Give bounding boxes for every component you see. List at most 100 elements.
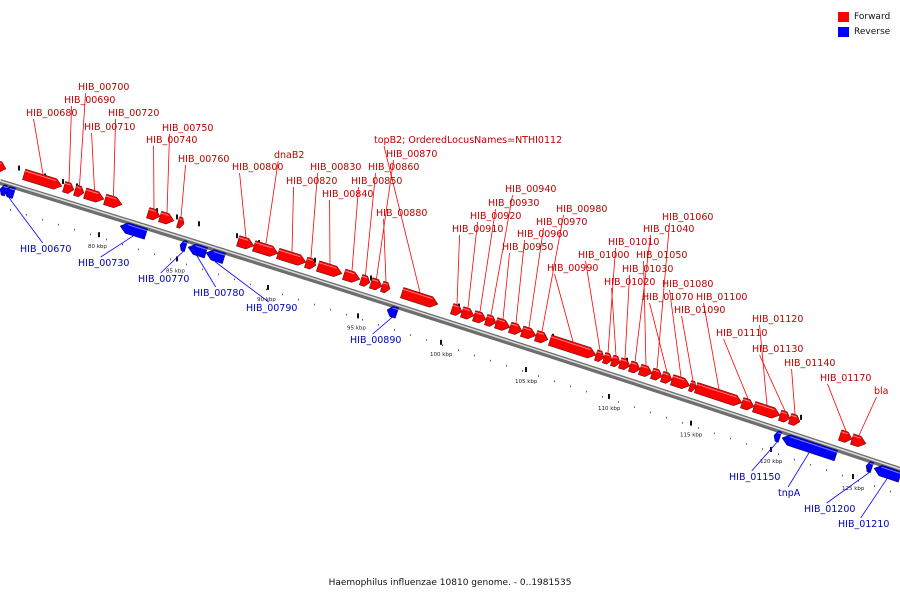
genome-backbone <box>0 179 900 473</box>
gene-arrow-highlight <box>604 353 610 357</box>
gene-label-forward: HIB_01140 <box>784 358 835 369</box>
gene-leader-forward <box>611 287 617 356</box>
major-tick <box>440 339 442 345</box>
gene-arrow-forward <box>472 310 487 324</box>
minor-tick <box>154 253 155 256</box>
forward-label: Forward <box>854 11 891 22</box>
gene-arrow-highlight <box>754 402 775 411</box>
major-tick <box>357 313 359 319</box>
gene-leader-forward <box>351 186 359 271</box>
minor-tick <box>378 324 379 326</box>
gene-leader-forward <box>791 368 796 415</box>
gene-leader-forward <box>310 172 318 258</box>
gene-leader-reverse <box>196 255 217 288</box>
minor-tick <box>426 339 427 341</box>
minor-tick <box>90 233 91 236</box>
scale-label: 120 kbp <box>760 459 783 465</box>
gene-label-forward: HIB_00960 <box>517 229 568 240</box>
gene-leader-forward <box>643 260 647 366</box>
gene-arrow-forward <box>103 193 123 209</box>
gene-arrow-forward <box>380 280 391 294</box>
major-tick <box>267 284 269 290</box>
gene-arrow-forward <box>494 317 511 331</box>
scale-label: 125 kbp <box>842 486 865 492</box>
gene-arrow-highlight <box>496 318 505 323</box>
gene-arrow-highlight <box>742 398 750 402</box>
scale-label: 110 kbp <box>598 406 621 412</box>
gene-arrow-forward <box>594 349 605 362</box>
gene-arrow-highlight <box>278 249 301 258</box>
gene-arrow-forward <box>304 256 317 270</box>
minor-tick <box>650 411 651 414</box>
minor-tick <box>26 213 27 216</box>
minor-tick <box>730 437 731 440</box>
gene-arrow-highlight <box>510 323 518 327</box>
gene-arrow-forward <box>0 161 7 173</box>
gene-label-forward: HIB_00930 <box>488 198 539 209</box>
minor-tick <box>474 354 475 357</box>
gene-label-forward: HIB_01130 <box>752 344 803 355</box>
gene-arrow-highlight <box>789 436 838 453</box>
gene-leader-reverse <box>826 472 870 504</box>
gene-label-forward: HIB_01050 <box>636 250 687 261</box>
major-tick <box>525 367 527 373</box>
gene-leader-forward <box>827 383 847 432</box>
gene-leader-forward <box>383 145 421 293</box>
gene-leader-forward <box>502 252 510 320</box>
gene-arrow-forward <box>602 352 613 365</box>
gene-arrow-forward <box>146 207 161 221</box>
scale-ticks: 80 kbp 85 kbp 90 kbp 95 kbp 100 kbp 105 kbp 11… <box>10 165 891 493</box>
gene-arrow-forward <box>450 303 463 316</box>
minor-tick <box>282 293 283 296</box>
minor-tick <box>314 303 315 306</box>
gene-label-forward: HIB_00750 <box>162 123 213 134</box>
gene-arrow-forward <box>838 429 853 443</box>
gene-arrow-forward <box>252 240 279 257</box>
minor-tick <box>634 406 635 408</box>
gene-arrow-highlight <box>178 218 183 221</box>
gene-arrow-highlight <box>402 288 433 300</box>
minor-tick <box>826 469 827 472</box>
gene-leader-forward <box>239 172 247 238</box>
minor-tick <box>298 298 299 301</box>
gene-arrow-forward <box>638 363 653 377</box>
gene-leader-forward <box>515 239 525 324</box>
gene-arrow-highlight <box>24 170 57 182</box>
gene-arrow-highlight <box>777 432 782 435</box>
gene-leader-reverse <box>8 197 44 244</box>
gene-leader-forward <box>759 354 786 412</box>
minor-tick <box>506 364 507 367</box>
gene-arrow-highlight <box>361 275 368 279</box>
gene-arrow-highlight <box>620 359 627 362</box>
gene-arrow-highlight <box>462 308 470 312</box>
major-tick <box>98 232 100 238</box>
gene-arrow-highlight <box>852 435 861 439</box>
scale-label: 80 kbp <box>88 244 107 250</box>
gene-label-reverse: HIB_00780 <box>193 288 244 299</box>
gene-label-reverse: HIB_01150 <box>729 472 780 483</box>
gene-leader-forward <box>113 118 116 197</box>
gene-arrow-highlight <box>596 351 602 354</box>
gene-label-reverse: HIB_01210 <box>838 519 889 530</box>
genome-caption: Haemophilus influenzae 10810 genome. - 0… <box>328 578 572 588</box>
gene-arrow-forward <box>778 409 791 423</box>
gene-arrow-highlight <box>672 375 685 381</box>
scale-label: 85 kbp <box>166 268 185 274</box>
minor-tick <box>74 228 75 231</box>
gene-leader-forward <box>490 194 513 316</box>
minor-tick <box>122 243 123 246</box>
gene-arrow-highlight <box>869 462 874 465</box>
gene-arrow-highlight <box>780 411 787 415</box>
gene-arrow-forward <box>508 321 523 335</box>
gene-label-forward: HIB_00830 <box>310 162 361 173</box>
minor-tick <box>346 313 347 316</box>
minor-tick <box>570 385 571 388</box>
gene-arrow-forward <box>83 187 105 203</box>
minor-tick <box>202 268 203 271</box>
gene-arrow-forward <box>752 401 781 419</box>
gene-arrow-forward <box>618 357 631 371</box>
minor-tick <box>810 464 811 466</box>
gene-arrow-forward <box>788 413 801 426</box>
gene-leader-forward <box>723 338 749 399</box>
legend-reverse: Reverse <box>838 24 890 39</box>
